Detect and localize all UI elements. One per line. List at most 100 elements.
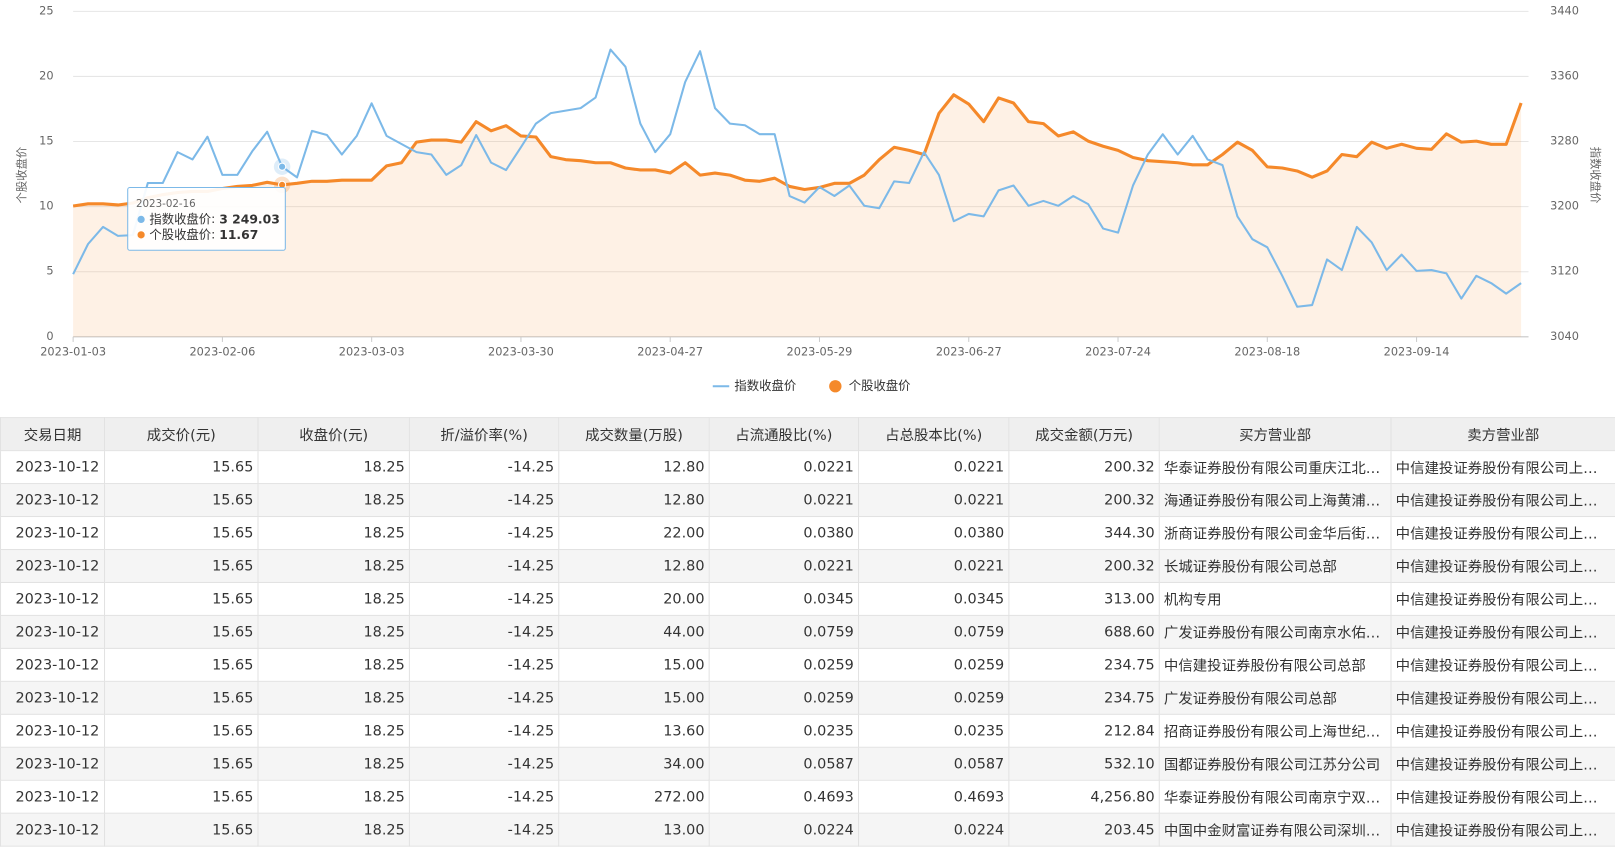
table-cell: -14.25 — [408, 713, 560, 748]
chart: 0510152025304031203200328033603440个股收盘价指… — [15, 3, 1603, 393]
table-cell: 中信建投证券股份有限公司上… — [1390, 779, 1615, 814]
table-cell: 15.65 — [104, 581, 259, 616]
table-cell: 2023-10-12 — [0, 581, 106, 616]
table-cell: 18.25 — [257, 746, 410, 781]
table-cell: 212.84 — [1008, 713, 1160, 748]
table-cell: -14.25 — [408, 548, 560, 583]
table-cell: 13.60 — [558, 713, 710, 748]
table-cell: 0.0345 — [708, 581, 860, 616]
table-cell: 18.25 — [257, 483, 410, 518]
column-header: 收盘价(元) — [257, 417, 410, 452]
table-cell: 15.65 — [104, 746, 259, 781]
table-cell: 532.10 — [1008, 746, 1160, 781]
table-cell: 0.0759 — [708, 614, 860, 649]
table-cell: 招商证券股份有限公司上海世纪… — [1158, 713, 1392, 748]
header-row: 交易日期 成交价(元) 收盘价(元) 折/溢价率(%) 成交数量(万股) 占流通股比(%)… — [0, 417, 1615, 452]
table-cell: -14.25 — [408, 812, 560, 847]
y2-tick-label: 3440 — [1550, 3, 1579, 17]
table-cell: 15.65 — [104, 614, 259, 649]
table-cell: 234.75 — [1008, 647, 1160, 682]
table-cell: 0.4693 — [857, 779, 1010, 814]
table-cell: 0.0221 — [708, 483, 860, 518]
table-cell: 13.00 — [558, 812, 710, 847]
table-cell: 18.25 — [257, 581, 410, 616]
legend-label: 指数收盘价 — [734, 378, 796, 393]
table-cell: 2023-10-12 — [0, 812, 106, 847]
table-cell: 15.65 — [104, 548, 259, 583]
table-cell: 中信建投证券股份有限公司上… — [1390, 516, 1615, 551]
legend-swatch — [829, 380, 842, 393]
table-cell: 15.65 — [104, 450, 259, 485]
table-cell: 0.0221 — [708, 548, 860, 583]
column-header: 成交价(元) — [104, 417, 259, 452]
x-tick-label: 2023-07-24 — [1085, 344, 1151, 358]
table-row: 2023-10-12 15.65 18.25 -14.25 15.00 0.0259 0.0… — [0, 680, 1615, 715]
table-cell: 44.00 — [558, 614, 710, 649]
y2-tick-label: 3040 — [1550, 329, 1579, 343]
x-tick-label: 2023-09-14 — [1384, 344, 1450, 358]
tooltip-date: 2023-02-16 — [136, 198, 196, 210]
table-cell: 0.0259 — [857, 680, 1010, 715]
tooltip-series-name: 指数收盘价 — [149, 211, 211, 226]
table-cell: 200.32 — [1008, 483, 1160, 518]
table-cell: 中信建投证券股份有限公司上… — [1390, 647, 1615, 682]
table-cell: 200.32 — [1008, 548, 1160, 583]
table-cell: -14.25 — [408, 680, 560, 715]
table-cell: 广发证券股份有限公司总部 — [1158, 680, 1392, 715]
table-cell: 0.0221 — [857, 548, 1010, 583]
table-cell: 18.25 — [257, 812, 410, 847]
table-cell: 2023-10-12 — [0, 647, 106, 682]
table-cell: 0.0345 — [857, 581, 1010, 616]
table-cell: 272.00 — [558, 779, 710, 814]
column-header: 占总股本比(%) — [857, 417, 1010, 452]
y2-tick-label: 3280 — [1550, 134, 1579, 148]
table-cell: 中信建投证券股份有限公司上… — [1390, 713, 1615, 748]
table-cell: 12.80 — [558, 483, 710, 518]
y-axis-title: 个股收盘价 — [15, 147, 29, 204]
x-tick-label: 2023-05-29 — [787, 344, 853, 358]
column-header: 卖方营业部 — [1390, 417, 1615, 452]
table-cell: 华泰证券股份有限公司重庆江北… — [1158, 450, 1392, 485]
table-cell: 15.00 — [558, 680, 710, 715]
table-cell: -14.25 — [408, 450, 560, 485]
table-cell: 浙商证券股份有限公司金华后街… — [1158, 516, 1392, 551]
y-tick-label: 10 — [39, 199, 53, 213]
table-cell: 华泰证券股份有限公司南京宁双… — [1158, 779, 1392, 814]
y-tick-label: 20 — [39, 68, 53, 82]
table-row: 2023-10-12 15.65 18.25 -14.25 13.00 0.0224 0.0… — [0, 812, 1615, 847]
table-cell: 海通证券股份有限公司上海黄浦… — [1158, 483, 1392, 518]
table-cell: 2023-10-12 — [0, 680, 106, 715]
table-cell: 18.25 — [257, 614, 410, 649]
table-cell: 长城证券股份有限公司总部 — [1158, 548, 1392, 583]
tooltip-series-name: 个股收盘价 — [149, 226, 211, 241]
tooltip-swatch — [137, 215, 145, 223]
table-cell: -14.25 — [408, 779, 560, 814]
table-cell: 18.25 — [257, 647, 410, 682]
column-header: 成交数量(万股) — [558, 417, 710, 452]
table-cell: 中国中金财富证券有限公司深圳… — [1158, 812, 1392, 847]
table-row: 2023-10-12 15.65 18.25 -14.25 22.00 0.0380 0.0… — [0, 516, 1615, 551]
table-cell: 15.65 — [104, 713, 259, 748]
table-row: 2023-10-12 15.65 18.25 -14.25 34.00 0.0587 0.0… — [0, 746, 1615, 781]
x-tick-label: 2023-08-18 — [1234, 344, 1300, 358]
table-cell: 203.45 — [1008, 812, 1160, 847]
table-cell: 18.25 — [257, 779, 410, 814]
table-cell: 中信建投证券股份有限公司上… — [1390, 812, 1615, 847]
table-cell: 0.0235 — [708, 713, 860, 748]
table-cell: -14.25 — [408, 581, 560, 616]
x-tick-label: 2023-06-27 — [936, 344, 1002, 358]
line — [72, 93, 1523, 208]
table-cell: 0.0224 — [708, 812, 860, 847]
table-cell: 2023-10-12 — [0, 779, 106, 814]
table-row: 2023-10-12 15.65 18.25 -14.25 20.00 0.0345 0.0… — [0, 581, 1615, 616]
table-cell: 中信建投证券股份有限公司上… — [1390, 680, 1615, 715]
table-cell: 2023-10-12 — [0, 746, 106, 781]
y-tick-label: 5 — [46, 264, 53, 278]
table-cell: 18.25 — [257, 548, 410, 583]
table-cell: 234.75 — [1008, 680, 1160, 715]
table-cell: 18.25 — [257, 450, 410, 485]
line — [72, 48, 1522, 308]
table-cell: 4,256.80 — [1008, 779, 1160, 814]
table-cell: -14.25 — [408, 746, 560, 781]
table-cell: 15.00 — [558, 647, 710, 682]
